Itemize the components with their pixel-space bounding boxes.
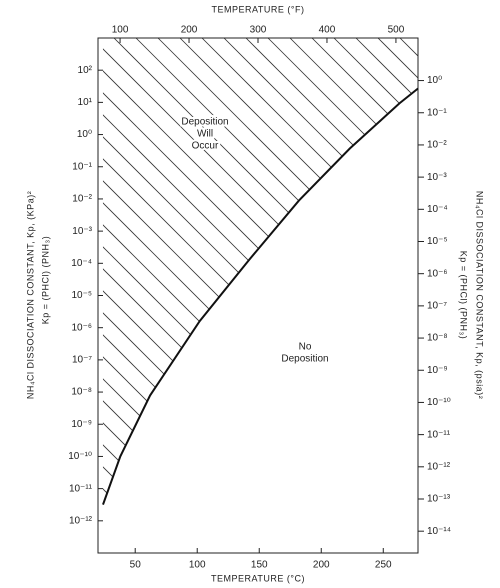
hatch-line xyxy=(102,38,349,505)
y2-tick-label: 10⁻¹⁴ xyxy=(427,526,451,537)
y-tick-label: 10⁻⁶ xyxy=(71,322,92,333)
hatch-line xyxy=(102,38,129,505)
x-tick-label: 250 xyxy=(375,560,392,571)
y-tick-label: 10⁻³ xyxy=(72,226,92,237)
y-tick-label: 10⁻⁸ xyxy=(71,387,92,398)
x-tick-label: 100 xyxy=(189,560,206,571)
curve xyxy=(102,87,419,505)
hatch-line xyxy=(179,38,418,505)
x2-tick-label: 300 xyxy=(250,25,267,36)
y2-axis-formula: Kp = (PHCl) (PNH₃) xyxy=(459,251,469,339)
y-tick-label: 10⁰ xyxy=(77,129,92,140)
y-tick-label: 10¹ xyxy=(78,97,93,108)
hatch-line xyxy=(311,38,418,505)
x2-tick-label: 400 xyxy=(319,25,336,36)
y2-tick-label: 10⁻⁶ xyxy=(427,268,448,279)
hatch-line xyxy=(223,38,418,505)
hatch-line xyxy=(157,38,418,505)
y2-tick-label: 10⁻⁵ xyxy=(427,236,448,247)
y-tick-label: 10⁻⁵ xyxy=(71,290,92,301)
y2-tick-label: 10⁻³ xyxy=(427,172,447,183)
y-axis-formula: Kp = (PHCl) (PNH₃) xyxy=(40,236,50,324)
hatch-line xyxy=(0,38,18,558)
x2-tick-label: 200 xyxy=(181,25,198,36)
y2-tick-label: 10⁻⁹ xyxy=(427,365,448,376)
hatch-line xyxy=(444,38,500,558)
annotation: Occur xyxy=(192,141,219,152)
x-tick-label: 150 xyxy=(251,560,268,571)
x-tick-label: 50 xyxy=(130,560,142,571)
x2-axis-label: TEMPERATURE (°F) xyxy=(212,4,305,14)
y2-tick-label: 10⁰ xyxy=(427,75,442,86)
x2-tick-label: 500 xyxy=(388,25,405,36)
y2-axis-label: NH₄Cl DISSOCIATION CONSTANT, Kp, (psia)² xyxy=(475,191,485,399)
y-tick-label: 10⁻¹ xyxy=(72,161,92,172)
y-tick-label: 10⁻² xyxy=(72,194,92,205)
hatch-line xyxy=(488,38,500,558)
y-tick-label: 10⁻⁹ xyxy=(71,419,92,430)
y2-tick-label: 10⁻⁸ xyxy=(427,333,448,344)
y2-tick-label: 10⁻⁷ xyxy=(427,301,447,312)
y-tick-label: 10⁻¹⁰ xyxy=(68,451,92,462)
y-tick-label: 10⁻⁴ xyxy=(71,258,92,269)
plot-frame xyxy=(97,37,419,554)
y2-tick-label: 10⁻¹¹ xyxy=(427,429,451,440)
annotation: No xyxy=(299,342,312,353)
y2-tick-label: 10⁻¹³ xyxy=(427,494,451,505)
hatch-line xyxy=(102,38,418,505)
y-tick-label: 10² xyxy=(78,65,93,76)
y2-tick-label: 10⁻² xyxy=(427,140,447,151)
y-tick-label: 10⁻¹² xyxy=(69,515,93,526)
x-axis-label: TEMPERATURE (°C) xyxy=(211,573,305,583)
hatch-line xyxy=(245,38,418,505)
y2-tick-label: 10⁻¹² xyxy=(427,461,451,472)
y-tick-label: 10⁻¹¹ xyxy=(69,483,93,494)
y-tick-label: 10⁻⁷ xyxy=(72,355,92,366)
annotation: Deposition xyxy=(281,354,328,365)
x-tick-label: 200 xyxy=(313,560,330,571)
y2-tick-label: 10⁻¹ xyxy=(427,107,447,118)
hatch-line xyxy=(201,38,418,505)
x2-tick-label: 100 xyxy=(112,25,129,36)
annotation: Will xyxy=(197,129,213,140)
hatch-line xyxy=(267,38,418,505)
hatch-line xyxy=(102,38,195,505)
y-axis-label: NH₄Cl DISSOCIATION CONSTANT, Kp, (KPa)² xyxy=(25,191,35,399)
annotation: Deposition xyxy=(181,117,228,128)
y2-tick-label: 10⁻⁴ xyxy=(427,204,448,215)
y2-tick-label: 10⁻¹⁰ xyxy=(427,397,451,408)
